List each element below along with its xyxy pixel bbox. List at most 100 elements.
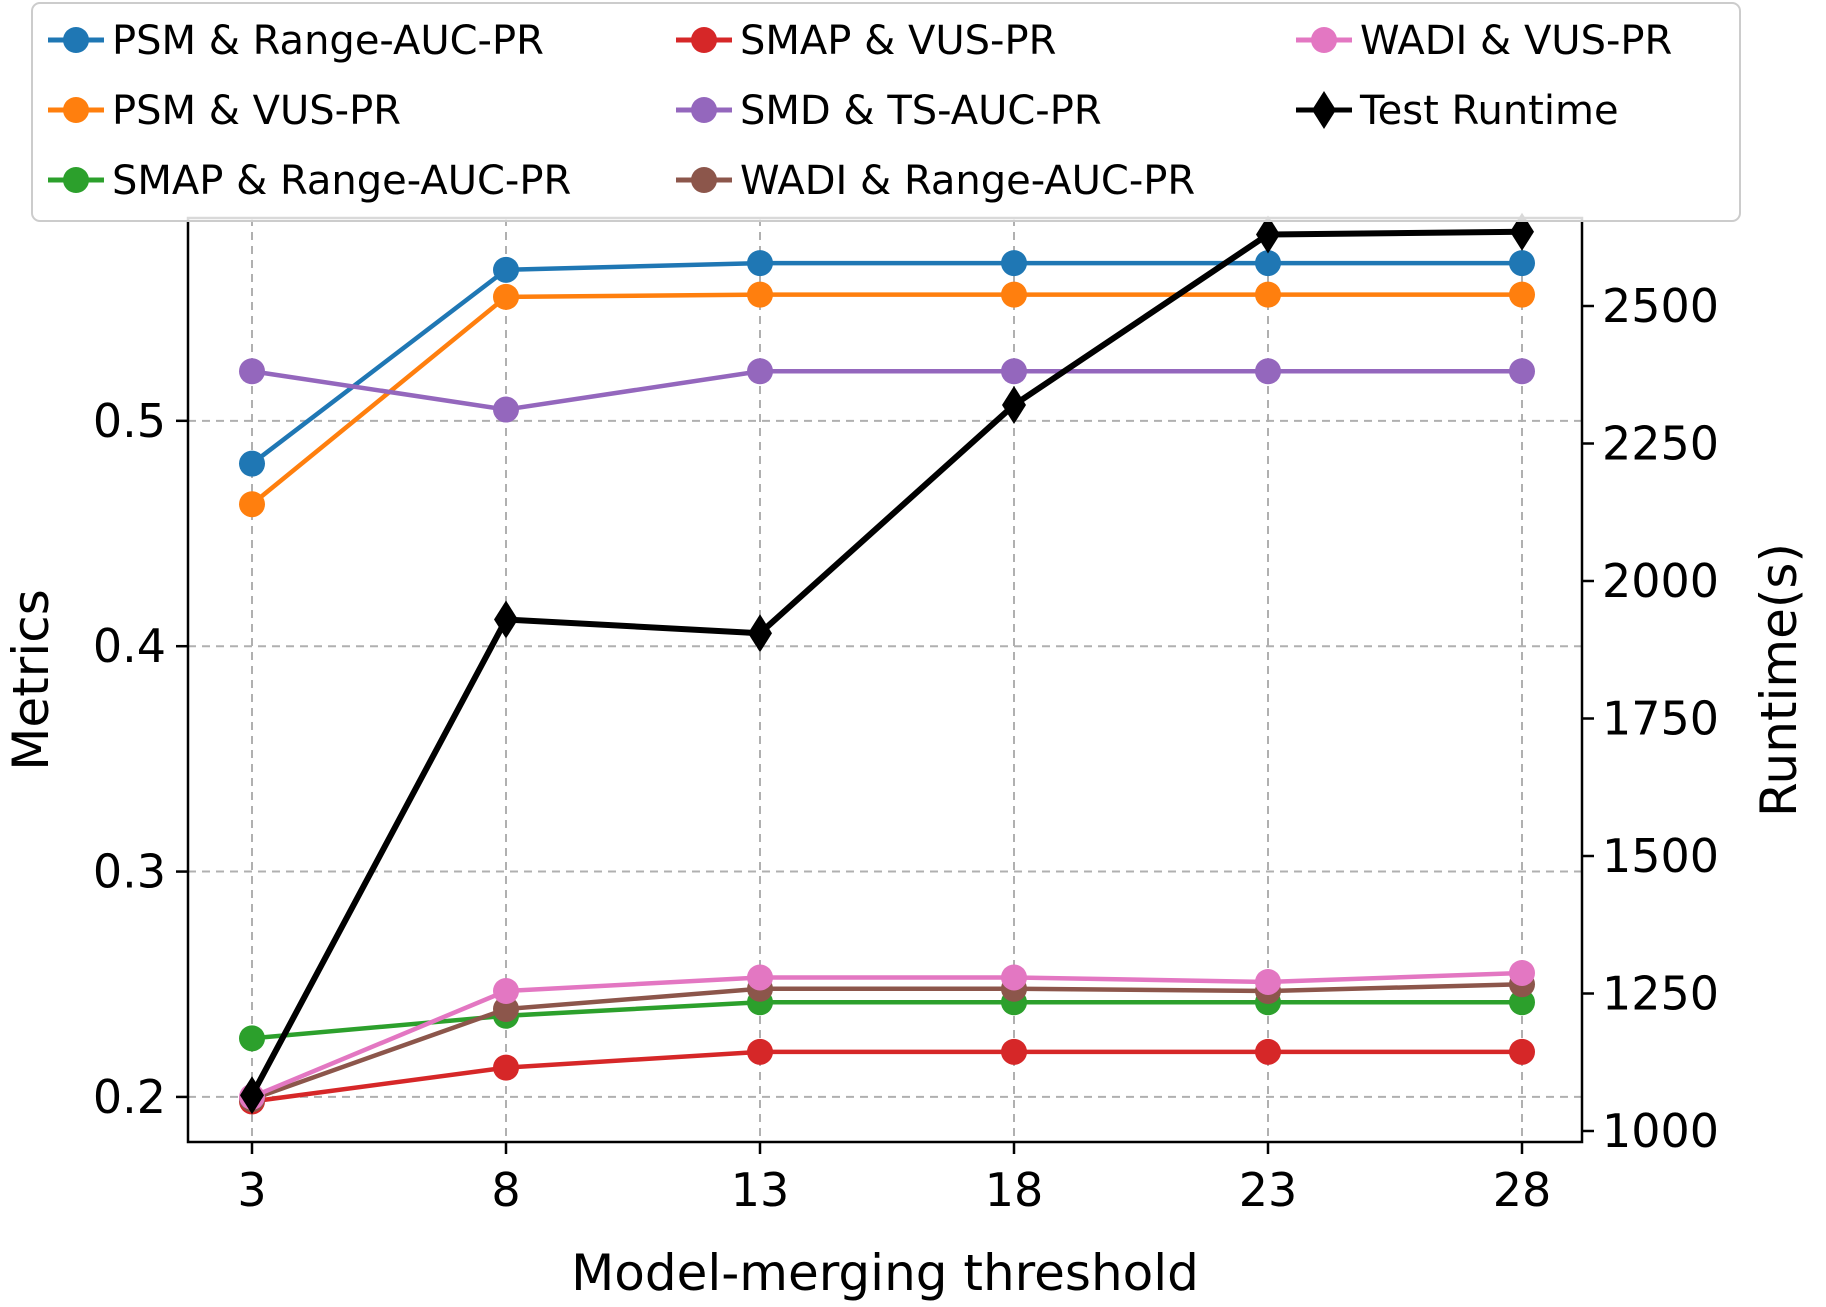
data-point (239, 450, 265, 477)
legend-item: SMAP & Range-AUC-PR (48, 158, 571, 204)
series (239, 250, 1535, 477)
data-point (239, 1025, 265, 1052)
y-tick-label: 0.5 (93, 394, 166, 448)
y-axis-left: 0.2 0.3 0.4 0.5 (93, 394, 188, 1124)
legend-item: WADI & Range-AUC-PR (676, 158, 1195, 204)
data-point (493, 256, 519, 283)
series (239, 358, 1535, 423)
data-point (1002, 386, 1026, 424)
series-line (250, 292, 1522, 506)
y2-tick-label: 2500 (1602, 279, 1719, 333)
data-point (747, 250, 773, 277)
series-line (251, 1049, 1522, 1104)
data-point (240, 1076, 264, 1115)
data-point (493, 283, 519, 310)
series (239, 971, 1535, 1113)
y-tick-label: 0.2 (93, 1070, 166, 1124)
legend-label: WADI & Range-AUC-PR (740, 158, 1195, 204)
y-tick-label: 0.3 (93, 845, 166, 899)
legend-swatch-marker (1312, 91, 1336, 129)
data-point (748, 614, 772, 653)
data-point (493, 978, 519, 1005)
data-point (1509, 959, 1535, 986)
x-tick-label: 18 (985, 1163, 1044, 1217)
data-point (493, 996, 519, 1023)
series-layer (239, 212, 1535, 1115)
y-tick-label: 0.4 (93, 619, 166, 673)
data-point (1509, 281, 1535, 308)
y2-tick-label: 2250 (1602, 417, 1719, 471)
y2-tick-label: 1750 (1602, 692, 1719, 746)
y2-tick-label: 2000 (1602, 554, 1719, 608)
data-point (1001, 1038, 1027, 1065)
data-point (747, 1038, 773, 1065)
x-tick-label: 3 (237, 1163, 266, 1217)
data-point (493, 396, 519, 423)
data-point (1255, 1038, 1281, 1065)
legend: PSM & Range-AUC-PR PSM & VUS-PR SMAP & Ran… (31, 2, 1741, 222)
legend-label: PSM & Range-AUC-PR (112, 18, 544, 64)
data-point (1001, 964, 1027, 991)
legend-item: SMD & TS-AUC-PR (676, 88, 1102, 134)
x-axis-label: Model-merging threshold (571, 1244, 1199, 1302)
x-tick-label: 28 (1493, 1163, 1552, 1217)
series (239, 1038, 1535, 1115)
x-tick-label: 23 (1239, 1163, 1298, 1217)
legend-item: PSM & Range-AUC-PR (48, 18, 544, 64)
data-point (1001, 281, 1027, 308)
data-point (1509, 989, 1535, 1016)
legend-item: WADI & VUS-PR (1296, 18, 1672, 64)
x-tick-label: 13 (731, 1163, 790, 1217)
data-point (1256, 215, 1280, 254)
data-point (1255, 968, 1281, 995)
data-point (494, 600, 518, 639)
legend-label: SMD & TS-AUC-PR (740, 88, 1102, 134)
data-point (1510, 212, 1534, 251)
legend-item: SMAP & VUS-PR (676, 18, 1056, 64)
series (239, 959, 1535, 1110)
data-point (1001, 250, 1027, 277)
data-point (1255, 358, 1281, 385)
data-point (1509, 1038, 1535, 1065)
data-point (747, 964, 773, 991)
data-point (1255, 281, 1281, 308)
x-axis: 3 8 13 18 23 28 (237, 1142, 1551, 1217)
legend-label: WADI & VUS-PR (1360, 18, 1672, 64)
series-line (250, 260, 1522, 466)
y2-tick-label: 1250 (1602, 967, 1719, 1021)
data-point (239, 358, 265, 385)
legend-swatch-marker (63, 27, 89, 53)
legend-label: PSM & VUS-PR (112, 88, 401, 134)
legend-box (31, 2, 1741, 222)
series-line (251, 970, 1523, 1100)
data-point (493, 1054, 519, 1081)
legend-label: SMAP & Range-AUC-PR (112, 158, 571, 204)
legend-item: PSM & VUS-PR (48, 88, 401, 134)
data-point (1255, 250, 1281, 277)
series-line (251, 1000, 1522, 1041)
y2-tick-label: 1500 (1602, 829, 1719, 883)
y2-tick-label: 1000 (1602, 1104, 1719, 1158)
data-point (747, 358, 773, 385)
y-axis-label: Metrics (2, 589, 60, 771)
data-point (1001, 358, 1027, 385)
series (240, 212, 1534, 1115)
data-point (1509, 358, 1535, 385)
series-line (251, 368, 1522, 412)
data-point (1509, 250, 1535, 277)
series-line (251, 981, 1523, 1102)
x-tick-label: 8 (491, 1163, 520, 1217)
legend-label: SMAP & VUS-PR (740, 18, 1056, 64)
data-point (239, 491, 265, 518)
series (239, 281, 1535, 518)
legend-swatch-marker (691, 97, 717, 123)
y-axis-right: 1000 1250 1500 1750 2000 2250 2500 (1582, 279, 1719, 1158)
legend-swatch-marker (63, 167, 89, 193)
data-point (747, 281, 773, 308)
legend-swatch-marker (63, 97, 89, 123)
legend-swatch-marker (691, 27, 717, 53)
series-line (249, 228, 1523, 1097)
legend-swatch-marker (691, 167, 717, 193)
legend-swatch-marker (1311, 27, 1337, 53)
